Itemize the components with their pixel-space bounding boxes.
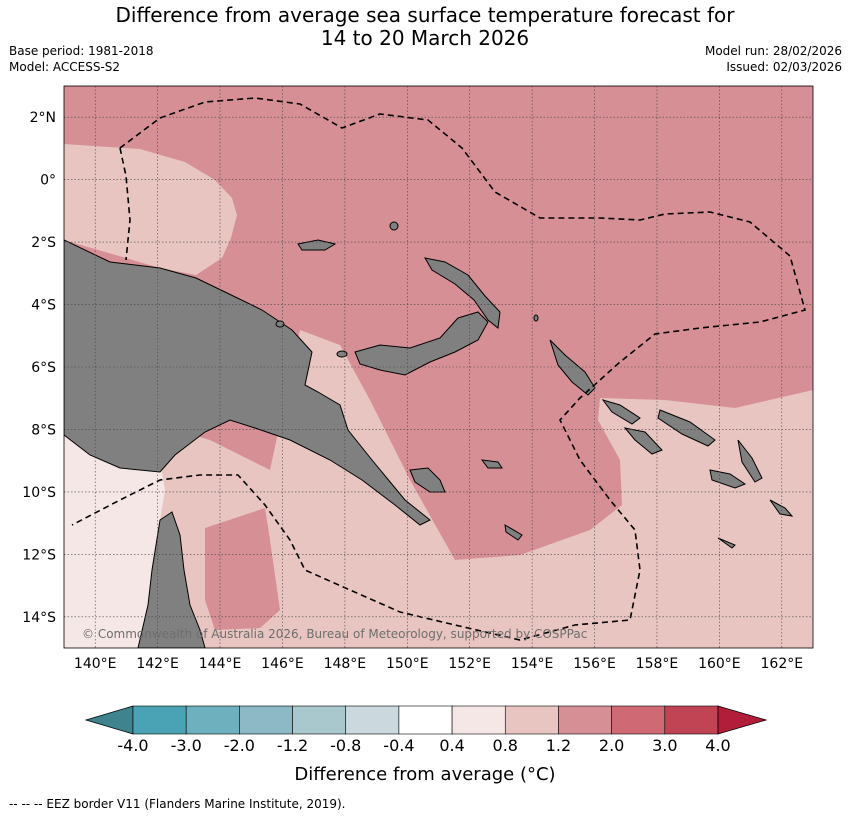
colorbar-segment (558, 705, 612, 735)
land-solomon-malaita (737, 439, 763, 483)
colorbar-segment (345, 705, 400, 735)
latitude-tick-label: 14°S (22, 610, 56, 626)
map-title: Difference from average sea surface temp… (0, 4, 850, 50)
colorbar-segment (132, 705, 187, 735)
colorbar-title: Difference from average (°C) (294, 764, 555, 785)
land-louisiade (480, 459, 736, 549)
land-manus (297, 239, 337, 251)
land-solomon-isabel (657, 409, 716, 447)
base-period: Base period: 1981-2018 (9, 44, 154, 58)
anomaly-warm-coral-sea (205, 508, 280, 630)
eez-border (71, 97, 806, 641)
land-cape-york (137, 511, 206, 648)
longitude-tick-label: 152°E (448, 656, 491, 672)
colorbar-tick-label: -2.0 (224, 736, 255, 755)
latitude-tick-label: 6°S (31, 360, 56, 376)
colorbar-tick-label: -0.4 (383, 736, 414, 755)
latitude-tick-label: 0° (40, 173, 56, 189)
land-new-guinea (64, 239, 431, 526)
land-dentrecasteaux (409, 467, 446, 493)
issued-date: Issued: 02/03/2026 (726, 60, 842, 74)
colorbar-segment (398, 705, 453, 735)
longitude-tick-label: 150°E (386, 656, 429, 672)
map-panel: © Commonwealth of Australia 2026, Bureau… (64, 86, 813, 648)
land-new-britain (354, 311, 489, 376)
title-line-1: Difference from average sea surface temp… (115, 3, 735, 27)
map-frame (63, 85, 814, 649)
colorbar-segment (451, 705, 506, 735)
colorbar-tick-label: 1.2 (546, 736, 571, 755)
longitude-tick-label: 162°E (761, 656, 804, 672)
colorbar-tick-label: -4.0 (117, 736, 148, 755)
colorbar-segment (611, 705, 666, 735)
longitude-tick-label: 142°E (136, 656, 179, 672)
longitude-tick-label: 156°E (573, 656, 616, 672)
longitude-tick-label: 144°E (199, 656, 242, 672)
longitude-tick-label: 146°E (261, 656, 304, 672)
meta-left: Base period: 1981-2018 Model: ACCESS-S2 (9, 43, 154, 75)
eez-legend-note: -- -- -- EEZ border V11 (Flanders Marine… (9, 797, 346, 811)
anomaly-band-0-4-to-0-8 (64, 430, 165, 648)
colorbar-segment (664, 705, 719, 735)
model-name: Model: ACCESS-S2 (9, 60, 121, 74)
colorbar-extend-low (84, 705, 134, 735)
land-solomon-choiseul (601, 399, 641, 425)
colorbar: -4.0 -3.0 -2.0 -1.2 -0.8 -0.4 0.4 0.8 1.2 2.0 3.0 4… (84, 705, 768, 755)
latitude-tick-label: 4°S (31, 298, 56, 314)
longitude-labels: 140°E 142°E 144°E 146°E 148°E 150°E 152°E 154°E… (74, 656, 803, 672)
longitude-tick-label: 154°E (511, 656, 554, 672)
colorbar-tick-label: -3.0 (171, 736, 202, 755)
latitude-tick-label: 10°S (22, 485, 56, 501)
longitude-tick-label: 140°E (74, 656, 117, 672)
land-solomon-makira (769, 499, 794, 517)
land-islet (389, 221, 399, 231)
longitude-tick-label: 158°E (636, 656, 679, 672)
colorbar-tick-label: 2.0 (599, 736, 624, 755)
colorbar-segment (504, 705, 559, 735)
model-run: Model run: 28/02/2026 (704, 44, 842, 58)
latitude-tick-label: 12°S (22, 547, 56, 563)
latitude-tick-label: 8°S (31, 422, 56, 438)
land-bougainville (549, 339, 596, 396)
colorbar-extend-high (717, 705, 768, 735)
title-line-2: 14 to 20 March 2026 (320, 26, 530, 50)
latitude-tick-label: 2°S (31, 235, 56, 251)
colorbar-segment (239, 705, 293, 735)
copyright-notice: © Commonwealth of Australia 2026, Bureau… (82, 627, 587, 641)
land-islet (275, 320, 285, 328)
colorbar-tick-label: 0.8 (493, 736, 518, 755)
colorbar-tick-label: 4.0 (705, 736, 730, 755)
land-new-ireland (424, 257, 501, 329)
land-islet (336, 350, 348, 358)
land-islet (533, 314, 539, 322)
land-solomon-newgeorgia (623, 427, 663, 455)
colorbar-tick-label: -1.2 (277, 736, 308, 755)
meta-right: Model run: 28/02/2026 Issued: 02/03/2026 (705, 43, 842, 75)
land-solomon-guadalcanal (709, 469, 747, 489)
colorbar-segment (185, 705, 240, 735)
latitude-labels: 2°N 0° 2°S 4°S 6°S 8°S 10°S 12°S 14°S (22, 110, 56, 626)
colorbar-tick-label: 0.4 (439, 736, 464, 755)
colorbar-tick-label: 3.0 (652, 736, 677, 755)
colorbar-segment (292, 705, 347, 735)
colorbar-tick-label: -0.8 (330, 736, 361, 755)
graticule (64, 86, 813, 648)
latitude-tick-label: 2°N (30, 110, 56, 126)
longitude-tick-label: 148°E (324, 656, 367, 672)
longitude-tick-label: 160°E (698, 656, 741, 672)
